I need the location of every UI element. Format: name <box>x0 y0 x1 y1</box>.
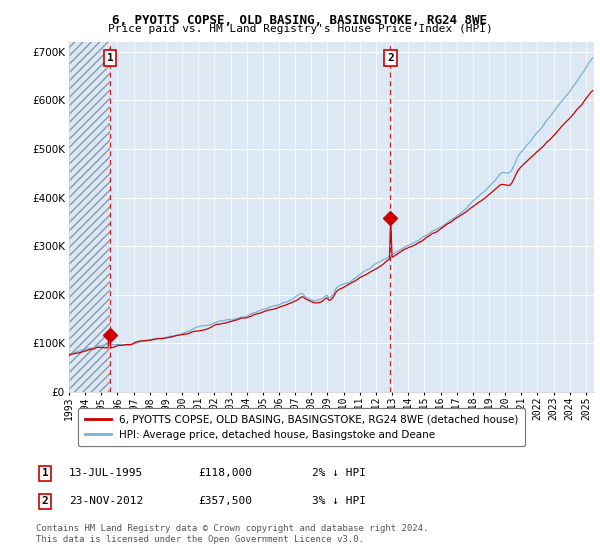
Text: Contains HM Land Registry data © Crown copyright and database right 2024.: Contains HM Land Registry data © Crown c… <box>36 524 428 533</box>
Text: 2: 2 <box>41 496 49 506</box>
Legend: 6, PYOTTS COPSE, OLD BASING, BASINGSTOKE, RG24 8WE (detached house), HPI: Averag: 6, PYOTTS COPSE, OLD BASING, BASINGSTOKE… <box>79 408 524 446</box>
Text: 2: 2 <box>387 53 394 63</box>
Text: £357,500: £357,500 <box>198 496 252 506</box>
Text: £118,000: £118,000 <box>198 468 252 478</box>
Text: 1: 1 <box>41 468 49 478</box>
Text: Price paid vs. HM Land Registry's House Price Index (HPI): Price paid vs. HM Land Registry's House … <box>107 24 493 34</box>
Text: 13-JUL-1995: 13-JUL-1995 <box>69 468 143 478</box>
Text: This data is licensed under the Open Government Licence v3.0.: This data is licensed under the Open Gov… <box>36 535 364 544</box>
Text: 23-NOV-2012: 23-NOV-2012 <box>69 496 143 506</box>
Bar <box>69 42 110 392</box>
Text: 6, PYOTTS COPSE, OLD BASING, BASINGSTOKE, RG24 8WE: 6, PYOTTS COPSE, OLD BASING, BASINGSTOKE… <box>113 14 487 27</box>
Text: 3% ↓ HPI: 3% ↓ HPI <box>312 496 366 506</box>
Text: 2% ↓ HPI: 2% ↓ HPI <box>312 468 366 478</box>
Text: 1: 1 <box>107 53 113 63</box>
